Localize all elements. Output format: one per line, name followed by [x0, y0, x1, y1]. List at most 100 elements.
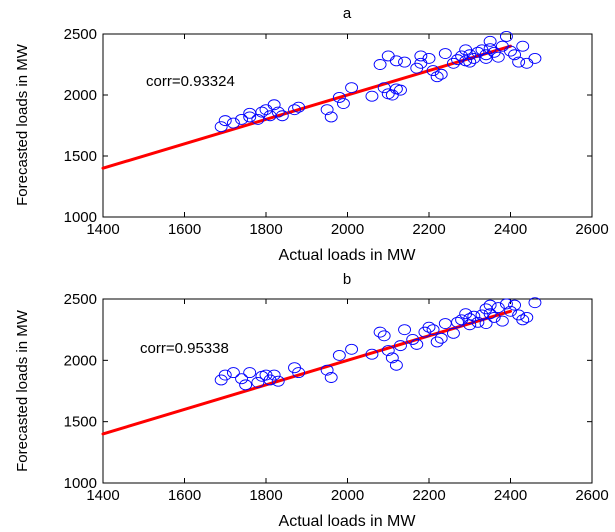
y-tick-label: 1500	[64, 414, 97, 431]
data-point	[483, 308, 497, 320]
data-point	[389, 55, 403, 67]
data-point	[275, 110, 289, 122]
data-point	[499, 298, 513, 310]
data-point	[271, 106, 285, 118]
data-point	[499, 30, 513, 42]
y-tick-label: 1500	[64, 148, 97, 165]
data-point	[491, 302, 505, 314]
data-point	[430, 71, 444, 83]
data-point	[398, 56, 411, 68]
data-point	[422, 52, 436, 64]
data-point	[218, 369, 232, 381]
data-point	[365, 348, 379, 360]
panel-b: b 1400 1600 1800 2000 2200 2400 2600 1000 1500 20…	[14, 271, 609, 530]
x-tick-label: 2400	[494, 221, 527, 238]
data-point	[520, 311, 534, 323]
data-point	[365, 90, 379, 102]
y-tick-label: 2000	[64, 352, 97, 369]
data-point	[218, 115, 232, 127]
x-tick-label: 2000	[331, 487, 364, 504]
y-tick-label: 2000	[64, 87, 97, 104]
data-point	[345, 343, 359, 355]
data-point	[324, 111, 338, 123]
data-point	[377, 330, 391, 342]
data-point	[251, 113, 265, 125]
data-point	[471, 46, 485, 58]
data-point	[324, 372, 338, 383]
data-point	[463, 56, 477, 68]
data-point	[381, 345, 395, 356]
data-point	[426, 324, 440, 336]
data-point	[394, 340, 407, 352]
data-point	[528, 52, 542, 64]
panel-a: a 1400 1600 1800 2000 2200 2400 2600 1000 1500 20…	[14, 5, 609, 264]
data-point	[214, 121, 228, 133]
data-point	[239, 379, 253, 391]
data-point	[430, 336, 444, 348]
data-point	[508, 299, 522, 311]
data-point	[373, 326, 387, 338]
y-tick-label: 2500	[64, 26, 97, 43]
x-tick-label: 2600	[575, 221, 608, 238]
panel-a-ylabel: Forecasted loads in MW	[14, 43, 31, 206]
data-point	[422, 321, 436, 333]
data-point	[483, 299, 497, 311]
axes-frame	[102, 33, 593, 218]
x-tick-label: 1800	[249, 221, 282, 238]
panel-a-plot-area: 1400 1600 1800 2000 2200 2400 2600 1000 1500 2000…	[64, 26, 609, 238]
axes-frame	[102, 298, 593, 484]
panel-b-plot-area: 1400 1600 1800 2000 2200 2400 2600 1000 1500 2000…	[64, 291, 609, 504]
data-point	[483, 43, 497, 55]
data-point	[447, 327, 460, 339]
x-tick-label: 2600	[575, 487, 608, 504]
panel-b-xlabel: Actual loads in MW	[279, 513, 417, 530]
data-point	[467, 310, 481, 322]
data-point	[528, 297, 542, 309]
data-point	[235, 113, 249, 125]
data-point	[267, 99, 281, 111]
x-tick-label: 2200	[412, 487, 445, 504]
fit-line	[101, 309, 512, 436]
data-point	[267, 369, 281, 381]
x-tick-label: 2000	[331, 221, 364, 238]
data-point	[438, 48, 452, 59]
data-point	[414, 50, 428, 62]
data-point	[251, 376, 265, 388]
y-tick-label: 1000	[64, 209, 97, 226]
fit-line	[101, 44, 512, 170]
data-point	[491, 51, 505, 63]
data-point	[451, 54, 464, 66]
data-point	[394, 84, 407, 96]
data-point	[292, 367, 306, 379]
panel-b-annotation: corr=0.95338	[140, 340, 229, 357]
data-point	[398, 324, 411, 336]
data-point	[426, 65, 440, 77]
data-point	[226, 117, 240, 129]
data-point	[512, 56, 526, 68]
data-point	[463, 49, 477, 61]
data-point	[463, 313, 477, 325]
data-point	[235, 373, 249, 385]
data-point	[389, 359, 403, 371]
data-point	[487, 311, 501, 323]
panel-b-ylabel: Forecasted loads in MW	[14, 309, 31, 472]
data-point	[345, 82, 359, 94]
x-tick-label: 2200	[412, 221, 445, 238]
data-point	[508, 49, 522, 61]
data-point	[479, 318, 493, 329]
data-point	[434, 332, 448, 344]
data-point	[243, 367, 257, 379]
data-point	[410, 338, 424, 350]
x-tick-label: 1600	[168, 487, 201, 504]
x-tick-label: 1800	[249, 487, 282, 504]
data-point	[516, 40, 530, 52]
x-tick-label: 1400	[86, 487, 119, 504]
data-point	[292, 101, 306, 113]
x-tick-label: 1400	[86, 221, 119, 238]
y-tick-label: 2500	[64, 291, 97, 308]
panel-a-xlabel: Actual loads in MW	[279, 247, 417, 264]
x-tick-label: 1600	[168, 221, 201, 238]
data-point	[516, 314, 530, 326]
data-point	[504, 305, 517, 317]
